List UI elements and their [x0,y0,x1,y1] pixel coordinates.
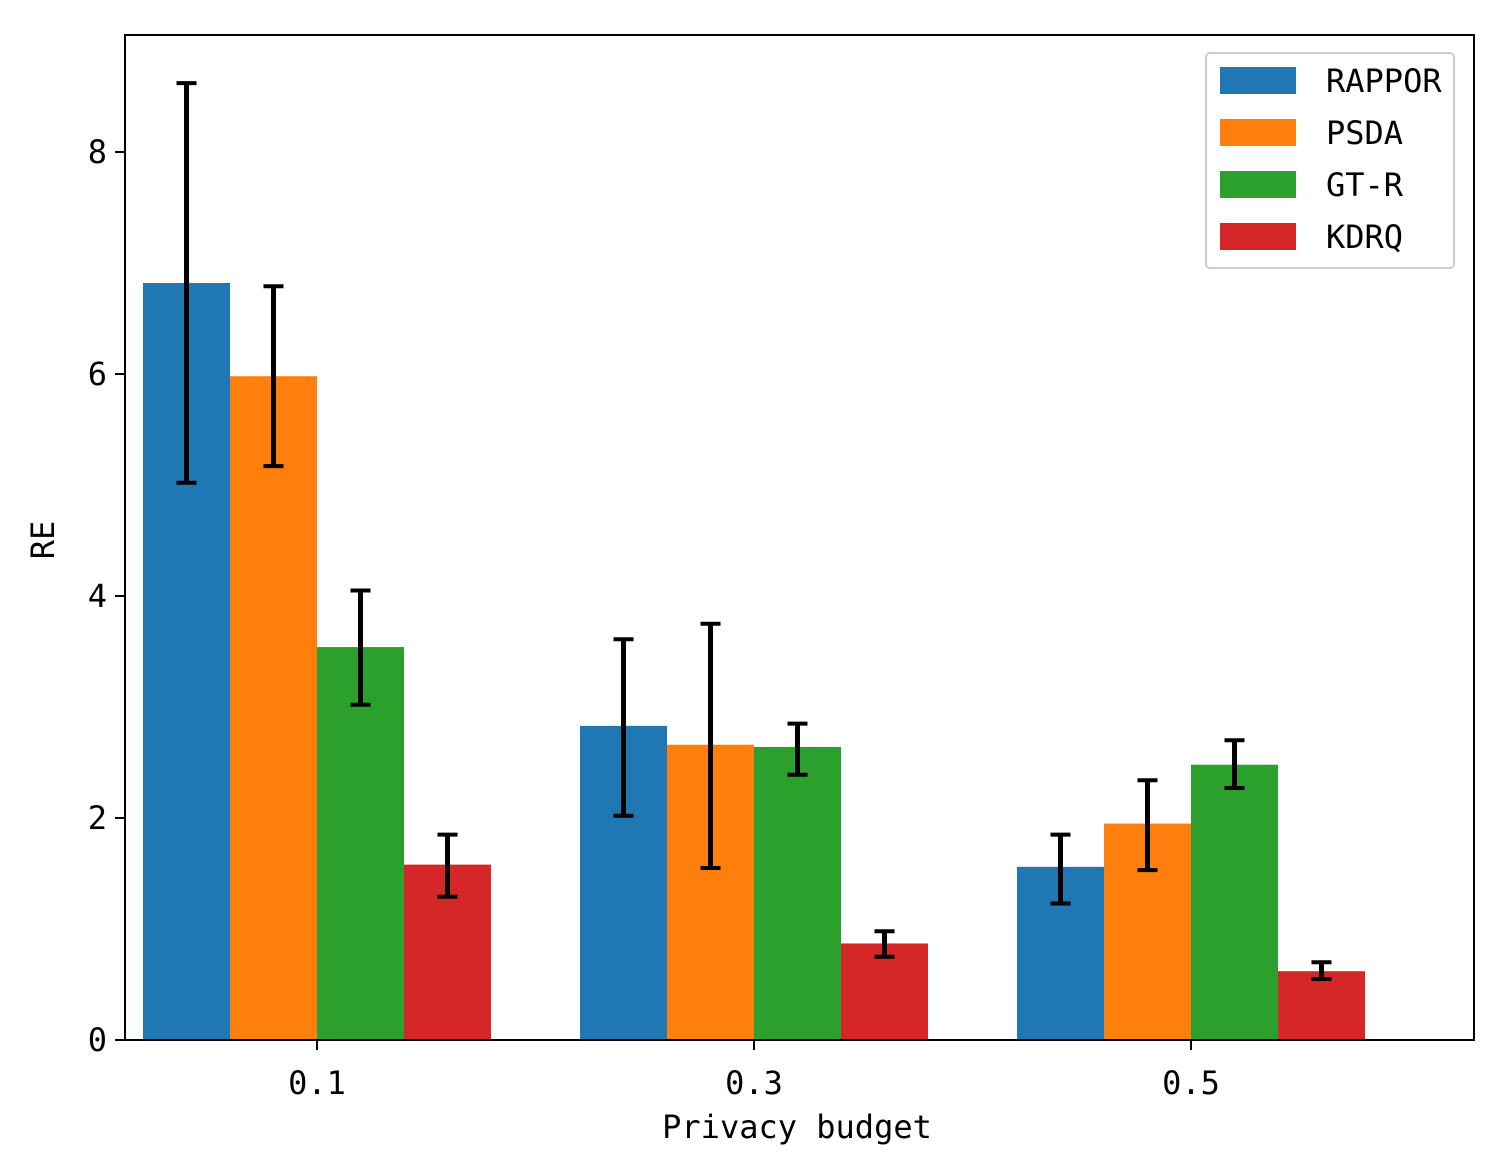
plot-frame [124,34,1475,1041]
y-axis-label: RE [24,521,62,560]
legend-label-psda: PSDA [1326,114,1403,152]
legend-label-kdrq: KDRQ [1326,218,1403,256]
y-tick-label: 2 [88,799,107,837]
legend-swatch-rappor [1220,67,1296,94]
bar-gt-r-0.1 [317,647,404,1040]
y-axis: 0 2 4 6 8 [88,133,125,1059]
legend-swatch-psda [1220,119,1296,146]
y-tick-label: 8 [88,133,107,171]
error-bars-layer [176,81,1332,981]
y-tick-label: 6 [88,355,107,393]
legend-swatch-gt-r [1220,171,1296,198]
bar-kdrq-0.3 [841,943,928,1040]
bars-layer [143,282,1365,1041]
x-tick-label: 0.1 [288,1064,346,1102]
x-tick-label: 0.5 [1162,1064,1220,1102]
legend-label-gt-r: GT-R [1326,166,1404,204]
legend-swatch-kdrq [1220,223,1296,250]
bar-psda-0.1 [230,376,317,1041]
bar-gt-r-0.3 [754,746,841,1040]
x-axis: 0.1 0.3 0.5 [288,1040,1220,1102]
y-tick-label: 0 [88,1021,107,1059]
legend: RAPPOR PSDA GT-R KDRQ [1205,52,1455,269]
x-axis-label: Privacy budget [662,1108,932,1146]
bar-kdrq-0.5 [1278,971,1365,1040]
x-tick-label: 0.3 [725,1064,783,1102]
legend-label-rappor: RAPPOR [1326,62,1442,100]
y-tick-label: 4 [88,577,107,615]
legend-box [1205,52,1455,269]
bar-gt-r-0.5 [1191,764,1278,1040]
